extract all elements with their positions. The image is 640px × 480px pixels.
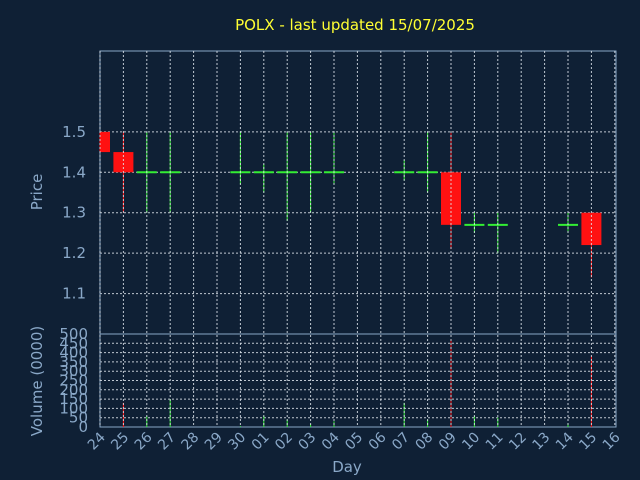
volume-tick-label: 150	[59, 390, 88, 408]
x-tick-label: 14	[553, 429, 577, 453]
volume-tick-label: 50	[69, 409, 88, 427]
candle-body	[100, 131, 110, 153]
volume-tick-label: 250	[59, 372, 88, 390]
volume-tick-label: 0	[78, 418, 88, 436]
x-tick-label: 28	[179, 430, 203, 454]
price-tick-label: 1.1	[62, 285, 86, 303]
x-tick-label: 24	[85, 429, 109, 453]
x-tick-label: 16	[600, 429, 624, 453]
x-tick-label: 11	[483, 430, 507, 454]
x-tick-label: 03	[296, 430, 320, 454]
x-tick-label: 15	[576, 430, 600, 454]
x-tick-label: 05	[342, 430, 366, 454]
volume-tick-label: 350	[59, 353, 88, 371]
x-tick-label: 02	[272, 430, 296, 454]
candle-body	[441, 172, 461, 225]
x-tick-label: 06	[366, 429, 390, 453]
x-tick-label: 07	[389, 430, 413, 454]
x-tick-label: 29	[202, 430, 226, 454]
price-tick-label: 1.3	[62, 204, 86, 222]
volume-tick-label: 500	[59, 325, 88, 343]
x-tick-label: 25	[108, 430, 132, 454]
x-tick-label: 12	[506, 430, 530, 454]
price-panel: 1.1 1.2 1.3 1.4 1.5	[62, 50, 617, 335]
x-tick-label: 01	[249, 430, 273, 454]
price-tick-label: 1.5	[62, 123, 86, 141]
x-axis-label: Day	[332, 458, 362, 476]
x-tick-label: 08	[413, 430, 437, 454]
price-frame	[99, 50, 617, 335]
price-axis-label: Price	[28, 174, 46, 211]
x-tick-label: 27	[155, 430, 179, 454]
x-axis: 24 25 26 27 28 29 30 01 02 03 04 05 06 07 08 09 10 11 12 13…	[85, 51, 624, 453]
volume-axis-label: Volume (0000)	[28, 326, 46, 436]
x-tick-label: 26	[132, 429, 156, 453]
x-tick-label: 13	[530, 430, 554, 454]
volume-tick-label: 200	[59, 381, 88, 399]
chart-title: POLX - last updated 15/07/2025	[235, 16, 475, 34]
x-tick-label: 30	[225, 430, 249, 454]
volume-tick-label: 450	[59, 334, 88, 352]
price-tick-label: 1.4	[62, 163, 86, 181]
x-tick-label: 10	[459, 430, 483, 454]
volume-tick-label: 300	[59, 362, 88, 380]
volume-tick-label: 400	[59, 344, 88, 362]
volume-tick-label: 100	[59, 399, 88, 417]
x-tick-label: 04	[319, 429, 343, 453]
candle-body	[113, 152, 134, 173]
price-tick-label: 1.2	[62, 244, 86, 262]
x-tick-label: 09	[436, 430, 460, 454]
